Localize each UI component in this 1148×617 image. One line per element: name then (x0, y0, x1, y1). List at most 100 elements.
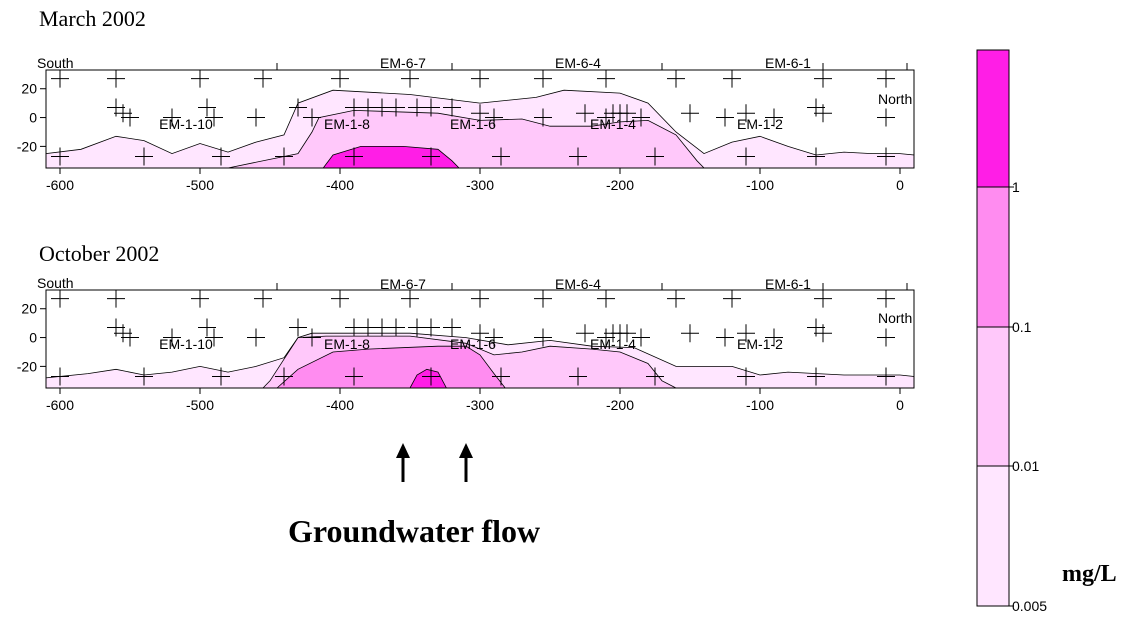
well-cross (877, 289, 895, 308)
plume-layer (45, 332, 915, 389)
well-cross (646, 147, 664, 166)
well-cross (443, 98, 461, 117)
plume-layer (45, 89, 915, 169)
well-cross (597, 328, 615, 347)
panel-title: March 2002 (39, 6, 146, 31)
well-cross (51, 367, 69, 386)
panel-march-2002: March 2002 South North EM-1-10 EM-1-8 EM-1… (17, 6, 915, 193)
well-cross (107, 69, 125, 88)
well-cross (205, 328, 223, 347)
well-cross (289, 318, 307, 337)
x-tick-label: -600 (46, 397, 74, 413)
inner-well-label: EM-1-8 (324, 336, 370, 352)
y-axis: 20 0 -20 (17, 81, 46, 154)
colorbar-unit: mg/L (1062, 561, 1117, 587)
well-cross (51, 147, 69, 166)
inner-well-label: EM-1-6 (450, 116, 496, 132)
flow-arrow-head (396, 443, 410, 458)
inner-well-label: EM-1-10 (159, 116, 213, 132)
well-cross (51, 289, 69, 308)
well-cross (212, 367, 230, 386)
plume-c3 (322, 146, 460, 169)
y-tick-label: 20 (21, 301, 37, 317)
panel-october-2002: October 2002 South North EM-1-10 EM-1-8 EM… (17, 241, 915, 413)
inner-well-label: EM-1-6 (450, 336, 496, 352)
well-cross (597, 289, 615, 308)
top-well-label: EM-6-4 (555, 276, 601, 292)
well-cross (345, 147, 363, 166)
x-tick-label: -500 (186, 177, 214, 193)
well-cross (422, 318, 440, 337)
well-cross (345, 367, 363, 386)
well-cross (191, 69, 209, 88)
well-cross (681, 104, 699, 123)
north-label: North (878, 91, 912, 107)
well-cross (667, 289, 685, 308)
y-tick-label: 20 (21, 81, 37, 97)
colorbar-level-label: 0.01 (1012, 458, 1039, 474)
well-cross-layer (51, 289, 895, 386)
well-cross (247, 108, 265, 127)
well-cross (205, 108, 223, 127)
well-cross (737, 104, 755, 123)
well-cross (492, 147, 510, 166)
x-tick-label: 0 (896, 177, 904, 193)
colorbar-band-c3 (976, 49, 1010, 188)
well-cross (212, 147, 230, 166)
well-cross (807, 318, 825, 337)
well-cross (135, 367, 153, 386)
x-tick-label: -600 (46, 177, 74, 193)
y-tick-label: -20 (17, 358, 37, 374)
colorbar-level-label: 1 (1012, 179, 1020, 195)
top-well-label: EM-6-7 (380, 55, 426, 71)
well-cross (471, 324, 489, 343)
well-cross (765, 108, 783, 127)
north-label: North (878, 310, 912, 326)
well-cross (471, 289, 489, 308)
groundwater-flow-arrows (396, 443, 473, 482)
well-cross (807, 367, 825, 386)
x-tick-label: -200 (606, 177, 634, 193)
well-cross (254, 69, 272, 88)
x-axis: -600 -500 -400 -300 -200 -100 0 (46, 388, 904, 413)
top-well-label: EM-6-4 (555, 55, 601, 71)
well-cross (303, 108, 321, 127)
well-cross (646, 367, 664, 386)
y-tick-label: -20 (17, 138, 37, 154)
inner-well-labels: EM-1-10 EM-1-8 EM-1-6 EM-1-4 EM-1-2 (159, 336, 783, 352)
y-tick-label: 0 (29, 110, 37, 126)
well-cross (275, 367, 293, 386)
well-cross (303, 328, 321, 347)
inner-well-label: EM-1-2 (737, 336, 783, 352)
well-cross (597, 69, 615, 88)
well-cross (401, 289, 419, 308)
well-cross (877, 328, 895, 347)
well-cross (107, 318, 125, 337)
well-cross (632, 328, 650, 347)
well-cross (814, 104, 832, 123)
top-well-label: EM-6-7 (380, 276, 426, 292)
plume-c2 (275, 345, 507, 389)
colorbar-band-c2 (976, 186, 1010, 328)
well-cross (114, 324, 132, 343)
well-cross (716, 108, 734, 127)
y-tick-label: 0 (29, 330, 37, 346)
well-cross (163, 108, 181, 127)
south-label: South (37, 275, 74, 291)
well-cross (807, 98, 825, 117)
well-cross (422, 98, 440, 117)
well-cross (618, 324, 636, 343)
well-cross (569, 367, 587, 386)
x-tick-label: -400 (326, 177, 354, 193)
colorbar-band-c0 (976, 465, 1010, 607)
well-cross (191, 289, 209, 308)
well-cross (877, 367, 895, 386)
x-tick-label: -200 (606, 397, 634, 413)
well-cross (198, 98, 216, 117)
x-tick-label: -100 (746, 177, 774, 193)
well-cross (737, 147, 755, 166)
well-cross (254, 289, 272, 308)
well-cross (723, 289, 741, 308)
well-cross (534, 328, 552, 347)
